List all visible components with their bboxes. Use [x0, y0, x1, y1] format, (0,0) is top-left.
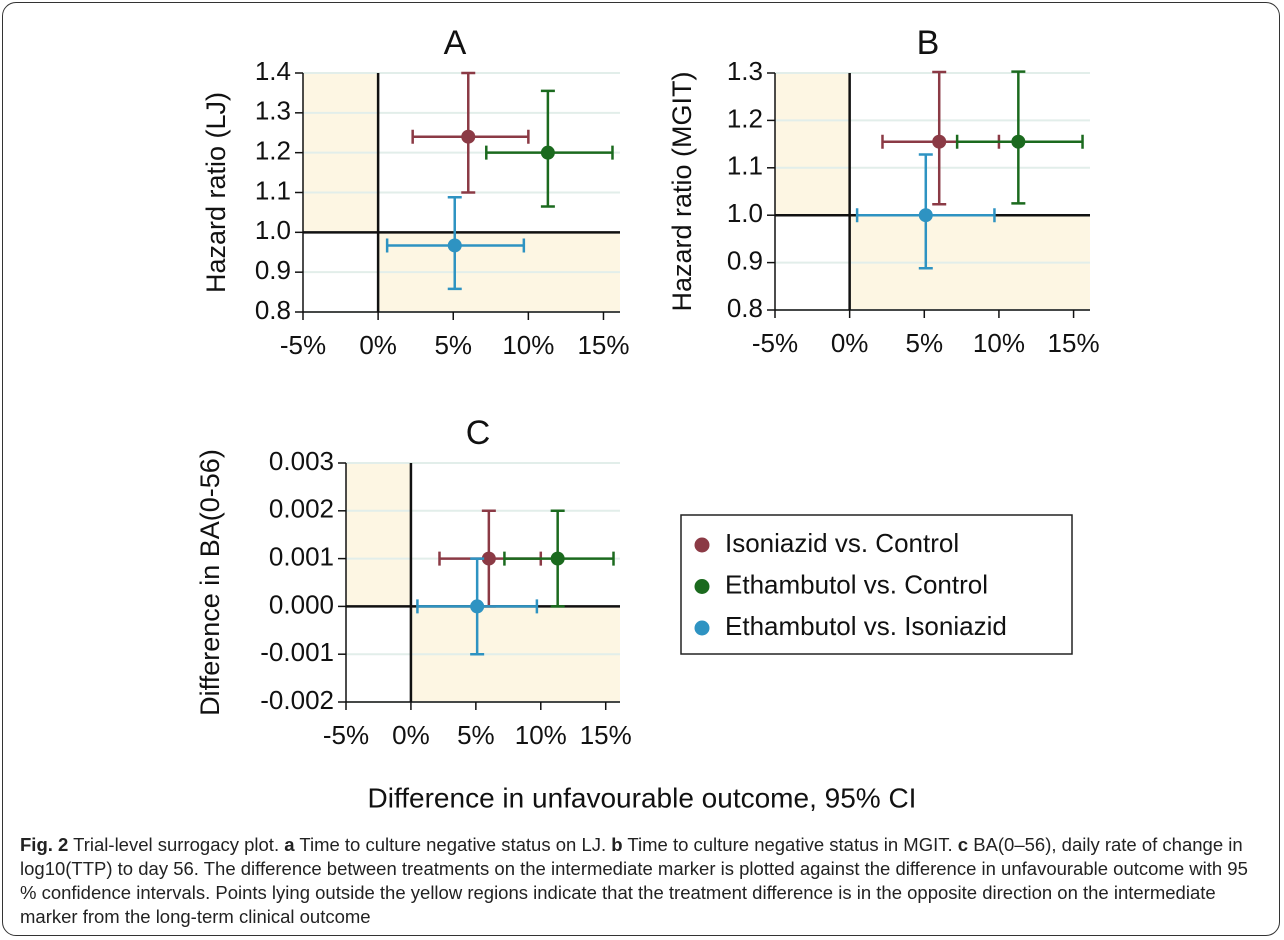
x-tick-label: 0%: [392, 720, 430, 750]
y-tick-label: 1.3: [255, 96, 291, 126]
x-tick-label: 10%: [502, 330, 554, 360]
x-tick-label: 5%: [434, 330, 472, 360]
caption-panel-text: BA(0–56), daily rate of change in log10(…: [20, 834, 1248, 927]
x-tick-label: -5%: [752, 328, 798, 358]
y-axis-label: Hazard ratio (LJ): [201, 92, 231, 293]
shaded-region: [775, 73, 850, 216]
x-tick-label: 10%: [973, 328, 1025, 358]
y-tick-label: 0.002: [269, 494, 334, 524]
caption-panel-text: Time to culture negative status on LJ.: [299, 834, 607, 855]
y-tick-label: 1.1: [255, 175, 291, 205]
y-tick-label: 0.000: [269, 589, 334, 619]
x-tick-label: 15%: [577, 330, 629, 360]
point: [461, 129, 476, 144]
y-tick-label: 0.001: [269, 541, 334, 571]
legend-label: Ethambutol vs. Isoniazid: [725, 611, 1007, 641]
x-tick-label: -5%: [280, 330, 326, 360]
y-tick-label: 0.8: [727, 293, 763, 323]
shaded-region: [346, 463, 411, 607]
y-tick-label: 1.2: [255, 136, 291, 166]
caption-text: Trial-level surrogacy plot.: [73, 834, 280, 855]
legend-label: Isoniazid vs. Control: [725, 528, 959, 558]
y-tick-label: 1.0: [727, 198, 763, 228]
figure: Difference in unfavourable outcome, 95% …: [195, 24, 1100, 813]
point: [932, 134, 947, 149]
y-tick-label: 1.4: [255, 56, 291, 86]
point: [918, 208, 933, 223]
point: [470, 599, 485, 614]
y-axis-label: Difference in BA(0-56): [195, 449, 225, 716]
chart-title: B: [917, 24, 940, 62]
legend-box: [680, 514, 1073, 655]
y-tick-label: -0.001: [260, 637, 334, 667]
y-tick-label: 1.3: [727, 56, 763, 86]
x-tick-label: 0%: [831, 328, 869, 358]
x-tick-label: 15%: [1048, 328, 1100, 358]
y-tick-label: 0.003: [269, 446, 334, 476]
y-tick-label: 1.2: [727, 103, 763, 133]
chart-title: C: [466, 414, 491, 452]
y-tick-label: 0.8: [255, 295, 291, 325]
legend-marker: [694, 537, 710, 553]
caption-panel-text: Time to culture negative status in MGIT.: [627, 834, 953, 855]
x-axis-label: Difference in unfavourable outcome, 95% …: [368, 782, 917, 813]
caption-panel-label: b: [611, 834, 623, 855]
y-tick-label: 1.1: [727, 151, 763, 181]
caption-panel-label: c: [957, 834, 969, 855]
point: [481, 551, 496, 566]
y-tick-label: 0.9: [727, 245, 763, 275]
point: [447, 238, 462, 253]
chart-title: A: [444, 24, 467, 62]
caption-label: Fig. 2: [20, 834, 69, 855]
y-tick-label: 1.0: [255, 215, 291, 245]
x-tick-label: -5%: [323, 720, 369, 750]
x-tick-label: 5%: [906, 328, 944, 358]
legend-label: Ethambutol vs. Control: [725, 569, 988, 599]
x-tick-label: 15%: [580, 720, 632, 750]
caption: Fig. 2 Trial-level surrogacy plot. a Tim…: [20, 833, 1268, 929]
caption-panel-label: a: [284, 834, 295, 855]
x-tick-label: 10%: [515, 720, 567, 750]
legend-marker: [694, 620, 710, 636]
y-tick-label: 0.9: [255, 255, 291, 285]
legend-marker: [694, 579, 710, 594]
point: [550, 551, 565, 566]
point: [540, 145, 555, 160]
y-tick-label: -0.002: [260, 685, 334, 715]
point: [1011, 134, 1026, 149]
x-tick-label: 0%: [359, 330, 397, 360]
y-axis-label: Hazard ratio (MGIT): [667, 71, 697, 311]
x-tick-label: 5%: [457, 720, 495, 750]
